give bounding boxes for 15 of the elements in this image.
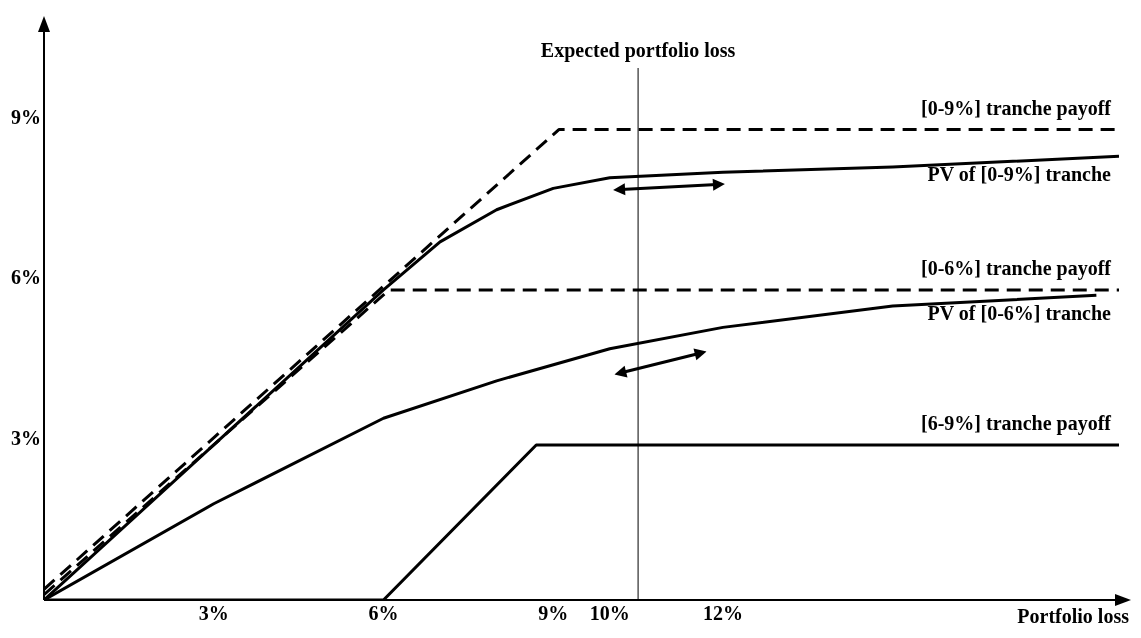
series-label: [0-9%] tranche payoff — [921, 96, 1112, 120]
x-tick-label: 10% — [589, 602, 630, 625]
x-axis-title: Portfolio loss — [1017, 605, 1130, 628]
x-tick-label: 12% — [702, 602, 743, 625]
series-label: [6-9%] tranche payoff — [921, 412, 1112, 436]
series-label: [0-6%] tranche payoff — [921, 257, 1112, 281]
y-tick-label: 6% — [11, 266, 41, 289]
x-tick-label: 9% — [538, 602, 569, 625]
series-label: PV of [0-6%] tranche — [927, 302, 1112, 325]
x-tick-label: 3% — [198, 602, 229, 625]
ref-line-label: Expected portfolio loss — [540, 39, 736, 63]
series-label: PV of [0-9%] tranche — [927, 163, 1112, 186]
y-tick-label: 9% — [11, 106, 41, 129]
y-tick-label: 3% — [11, 426, 41, 449]
x-tick-label: 6% — [368, 602, 399, 625]
